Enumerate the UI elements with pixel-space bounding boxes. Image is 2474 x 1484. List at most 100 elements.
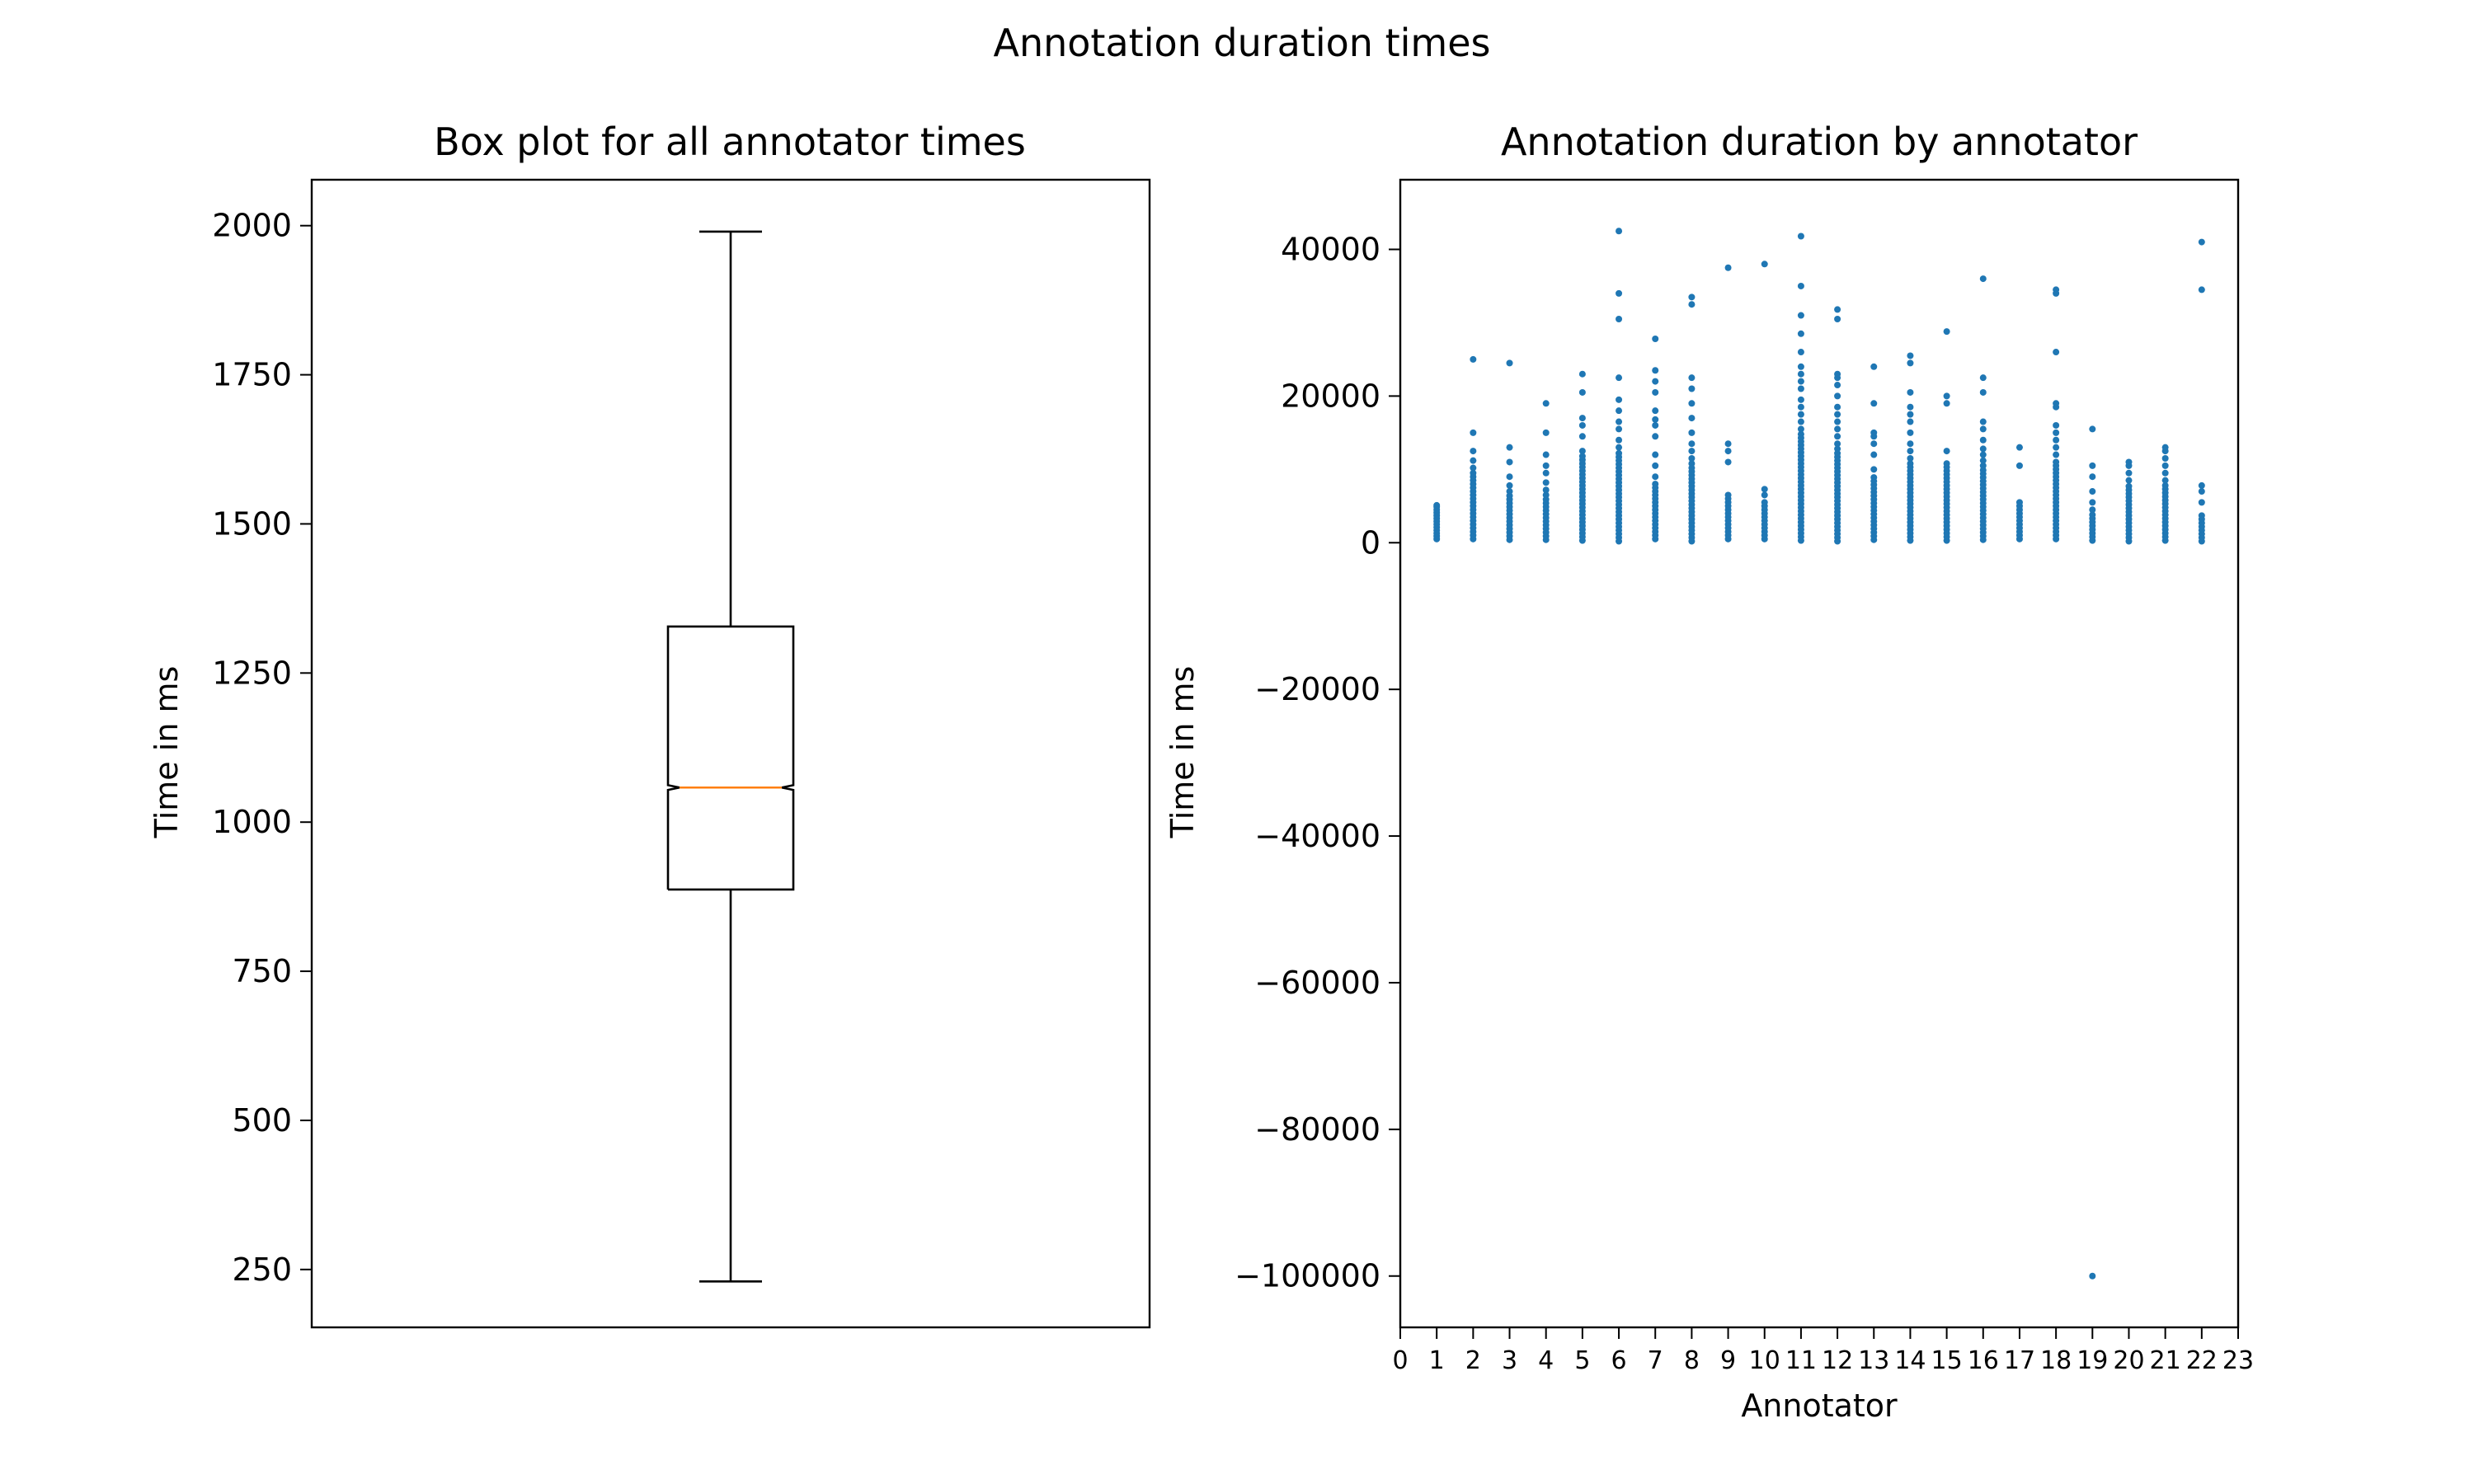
scatter-point — [2053, 349, 2060, 356]
scatter-point — [1470, 469, 1477, 477]
scatter-point — [1542, 491, 1550, 499]
scatter-point — [2198, 488, 2205, 495]
scatter-x-tick-label: 23 — [2222, 1346, 2254, 1375]
scatter-point — [1979, 445, 1987, 453]
scatter-point — [1470, 464, 1477, 472]
scatter-point — [1688, 374, 1696, 382]
scatter-point — [2125, 477, 2133, 484]
scatter-point — [2161, 444, 2169, 451]
box-y-tick-label: 750 — [232, 953, 292, 989]
scatter-point — [1470, 429, 1477, 436]
scatter-point — [2161, 481, 2169, 489]
scatter-point — [1907, 429, 1914, 436]
scatter-point — [1688, 448, 1696, 455]
scatter-point — [1979, 436, 1987, 444]
scatter-point — [2053, 421, 2060, 429]
scatter-x-tick-label: 10 — [1749, 1346, 1780, 1375]
scatter-point — [1616, 315, 1623, 322]
scatter-x-tick-label: 18 — [2040, 1346, 2072, 1375]
scatter-x-tick-label: 16 — [1968, 1346, 1999, 1375]
scatter-point — [1797, 385, 1804, 392]
scatter-y-tick-label: −60000 — [1254, 965, 1380, 1001]
scatter-point — [1470, 457, 1477, 464]
scatter-point — [1834, 440, 1841, 448]
scatter-point — [2089, 488, 2096, 495]
box-y-tick-label: 1250 — [212, 655, 292, 691]
scatter-point — [2053, 458, 2060, 466]
scatter-point — [2161, 462, 2169, 469]
scatter-point — [1761, 499, 1768, 506]
scatter-point — [1907, 440, 1914, 448]
scatter-x-tick-label: 11 — [1785, 1346, 1817, 1375]
scatter-point — [1797, 396, 1804, 403]
scatter-point — [1797, 378, 1804, 385]
scatter-y-tick-label: 40000 — [1281, 231, 1380, 267]
scatter-point — [1797, 363, 1804, 370]
scatter-point — [1688, 440, 1696, 448]
scatter-x-tick-label: 22 — [2186, 1346, 2218, 1375]
scatter-point — [1979, 418, 1987, 425]
scatter-point — [1834, 425, 1841, 433]
scatter-x-tick-label: 17 — [2004, 1346, 2035, 1375]
box-plot-axes-frame — [310, 178, 1151, 1329]
scatter-point — [1688, 429, 1696, 436]
scatter-x-tick-label: 15 — [1931, 1346, 1963, 1375]
scatter-point — [1724, 448, 1732, 455]
scatter-point — [1578, 421, 1586, 429]
scatter-y-tick-label: 0 — [1361, 524, 1380, 561]
scatter-point — [1943, 460, 1950, 467]
scatter-point — [1834, 382, 1841, 389]
scatter-point — [1907, 403, 1914, 411]
scatter-y-tick-label: −20000 — [1254, 671, 1380, 707]
scatter-point — [1834, 315, 1841, 322]
scatter-point — [1834, 306, 1841, 313]
scatter-point — [1688, 294, 1696, 301]
scatter-plot-x-ticks: 0 1 2 3 4 5 6 7 8 9 10 11 12 13 14 15 16 17 18 19 20 21 22 23 — [1392, 1327, 2254, 1375]
scatter-x-tick-label: 9 — [1720, 1346, 1736, 1375]
scatter-point — [1797, 232, 1804, 240]
box-y-tick-label: 250 — [232, 1252, 292, 1288]
scatter-point — [1542, 451, 1550, 458]
scatter-x-tick-label: 20 — [2113, 1346, 2144, 1375]
scatter-point — [1688, 415, 1696, 422]
scatter-point — [1943, 392, 1950, 400]
scatter-point — [1506, 481, 1513, 489]
scatter-x-tick-label: 8 — [1684, 1346, 1700, 1375]
scatter-plot-y-ticks: −100000 −80000 −60000 −40000 −20000 0 20000 400… — [1235, 231, 1400, 1294]
scatter-point — [1834, 418, 1841, 425]
scatter-point — [2015, 499, 2023, 506]
scatter-point — [1797, 330, 1804, 337]
scatter-point — [1907, 352, 1914, 359]
scatter-point — [1979, 462, 1987, 469]
scatter-point — [1542, 429, 1550, 436]
scatter-point — [1616, 374, 1623, 382]
scatter-point — [1688, 454, 1696, 462]
scatter-point — [1616, 425, 1623, 433]
scatter-point — [1979, 425, 1987, 433]
scatter-point — [1870, 363, 1878, 370]
scatter-x-tick-label: 6 — [1611, 1346, 1626, 1375]
scatter-point — [1907, 411, 1914, 418]
scatter-point — [1907, 454, 1914, 462]
scatter-point — [1797, 312, 1804, 319]
scatter-point — [1907, 388, 1914, 396]
scatter-point — [1652, 367, 1659, 374]
scatter-y-tick-label: 20000 — [1281, 378, 1380, 414]
scatter-point — [2089, 425, 2096, 433]
scatter-point — [1470, 355, 1477, 363]
scatter-point — [1616, 444, 1623, 451]
scatter-point — [2053, 451, 2060, 458]
scatter-point — [2198, 499, 2205, 506]
scatter-point — [1616, 407, 1623, 415]
scatter-point — [2161, 469, 2169, 477]
scatter-point — [1652, 481, 1659, 488]
box-body — [666, 625, 795, 891]
scatter-point — [1506, 458, 1513, 466]
scatter-point — [2089, 473, 2096, 481]
scatter-point — [1724, 440, 1732, 448]
scatter-point — [1506, 359, 1513, 367]
scatter-point — [1797, 430, 1804, 438]
scatter-point — [1542, 469, 1550, 477]
scatter-plot-ylabel: Time in ms — [1164, 666, 1201, 839]
scatter-x-tick-label: 7 — [1648, 1346, 1663, 1375]
